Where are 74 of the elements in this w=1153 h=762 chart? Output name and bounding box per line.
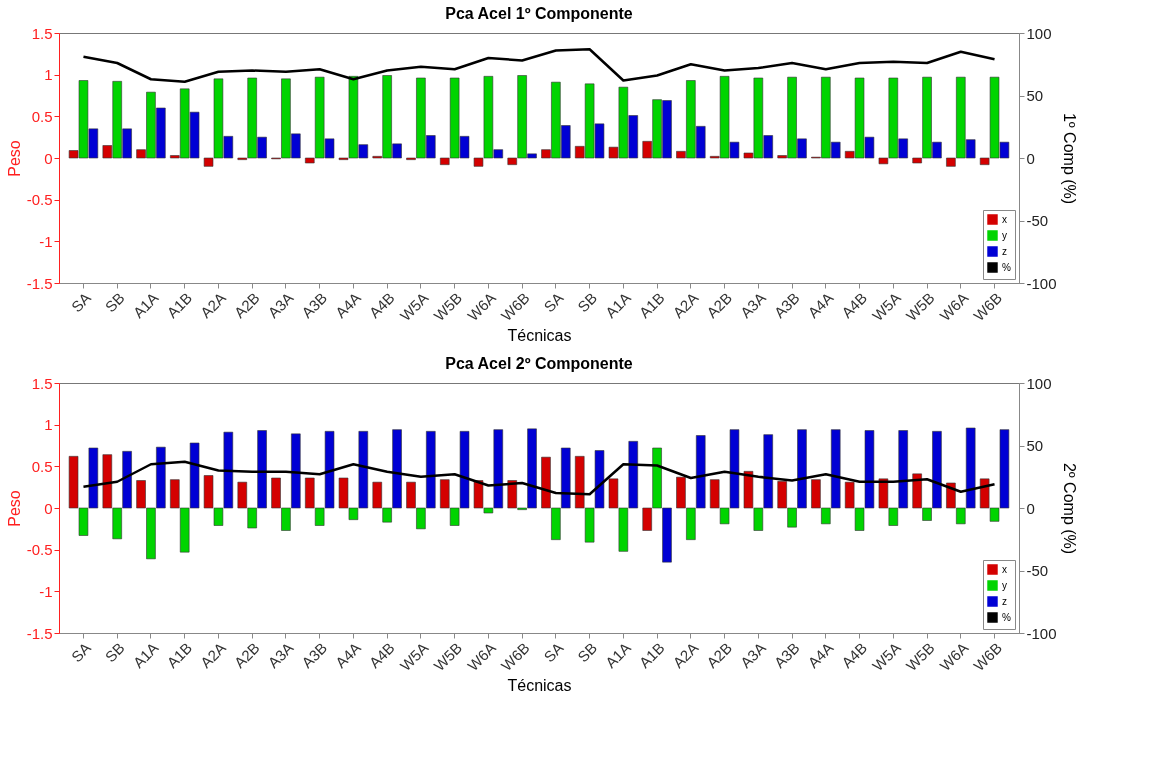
legend-label: x — [1002, 563, 1007, 575]
y2-tick-label: 50 — [1026, 87, 1044, 104]
legend-label: z — [1002, 245, 1007, 257]
x-tick-label: A3B — [298, 289, 331, 322]
y2-tick-label: -50 — [1026, 212, 1049, 229]
legend-label: x — [1002, 213, 1007, 225]
x-tick-label: SA — [67, 289, 95, 316]
line-series — [82, 460, 996, 496]
x-tick-label: A1B — [163, 639, 196, 672]
y2-tick-label: 100 — [1026, 374, 1052, 392]
y-tick-label: 1.5 — [31, 374, 53, 392]
x-tick-label: A3A — [736, 289, 769, 322]
x-tick-label: A1A — [601, 289, 634, 322]
legend-label: % — [1002, 261, 1011, 273]
y2-tick-label: 0 — [1026, 499, 1035, 517]
y-tick-label: -1.5 — [26, 624, 53, 642]
y-axis-title: Peso — [5, 140, 23, 177]
x-tick-label: A3A — [736, 639, 769, 672]
y-tick-label: -0.5 — [26, 191, 53, 209]
x-tick-label: A2A — [196, 639, 230, 672]
y-tick-label: 0.5 — [31, 457, 53, 475]
x-axis-title: Técnicas — [507, 327, 572, 345]
x-tick-label: A4A — [804, 639, 837, 672]
x-tick-label: A1A — [129, 639, 162, 672]
legend-label: y — [1002, 229, 1007, 241]
x-tick-label: A4A — [331, 639, 365, 672]
x-tick-label: A2B — [703, 289, 736, 322]
line-series — [82, 48, 996, 83]
x-tick-label: SB — [101, 639, 128, 666]
chart-title: Pca Acel 1º Componente — [445, 5, 633, 22]
x-tick-label: A4A — [331, 289, 365, 322]
y2-tick-label: 50 — [1026, 437, 1044, 454]
y-tick-label: 0.5 — [31, 107, 53, 125]
y-tick-label: 0 — [44, 499, 53, 517]
y-tick-label: 0 — [44, 149, 53, 167]
y-tick-label: -1 — [39, 582, 53, 600]
x-tick-label: A3A — [264, 639, 297, 672]
x-tick-label: A4B — [838, 289, 871, 322]
x-tick-label: A2A — [669, 289, 702, 322]
y2-tick-label: -50 — [1026, 562, 1049, 579]
x-tick-label: A1B — [163, 289, 196, 322]
y2-tick-label: 0 — [1026, 149, 1035, 167]
x-tick-label: SA — [540, 289, 567, 316]
y-tick-label: 1 — [44, 66, 53, 84]
x-tick-label: SB — [101, 289, 128, 316]
x-tick-label: SB — [574, 639, 601, 666]
x-tick-label: A3A — [264, 289, 297, 322]
x-tick-label: A2A — [669, 639, 702, 672]
legend-label: % — [1002, 611, 1011, 623]
y-tick-label: -1 — [39, 232, 53, 250]
y-tick-label: 1 — [44, 416, 53, 434]
y-tick-label: -0.5 — [26, 541, 53, 559]
legend-label: z — [1002, 595, 1007, 607]
y-tick-label: 1.5 — [31, 24, 53, 42]
x-tick-label: A3B — [298, 639, 331, 672]
x-tick-label: A4B — [838, 639, 871, 672]
y2-tick-label: -100 — [1026, 624, 1057, 642]
x-tick-label: A1A — [601, 639, 634, 672]
legend-label: y — [1002, 579, 1007, 591]
y2-axis-title: 1º Comp (%) — [1060, 112, 1078, 205]
x-tick-label: SA — [540, 639, 567, 666]
x-tick-label: A2B — [703, 639, 736, 672]
y2-tick-label: -100 — [1026, 274, 1057, 292]
y2-tick-label: 100 — [1026, 24, 1052, 42]
x-tick-label: A4A — [804, 289, 837, 322]
y-tick-label: -1.5 — [26, 274, 53, 292]
y2-axis-title: 2º Comp (%) — [1060, 462, 1078, 555]
x-tick-label: A1A — [129, 289, 162, 322]
y-axis-title: Peso — [5, 490, 23, 527]
chart-title: Pca Acel 2º Componente — [445, 355, 633, 372]
x-tick-label: SB — [574, 289, 601, 316]
x-axis-title: Técnicas — [507, 677, 572, 695]
x-tick-label: SA — [67, 639, 95, 666]
x-tick-label: A2A — [196, 289, 230, 322]
